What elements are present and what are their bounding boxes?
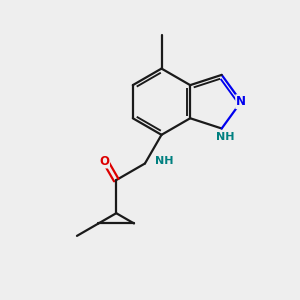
Text: NH: NH <box>216 132 235 142</box>
Text: O: O <box>99 154 109 167</box>
Text: NH: NH <box>155 156 174 166</box>
Text: N: N <box>236 95 246 108</box>
